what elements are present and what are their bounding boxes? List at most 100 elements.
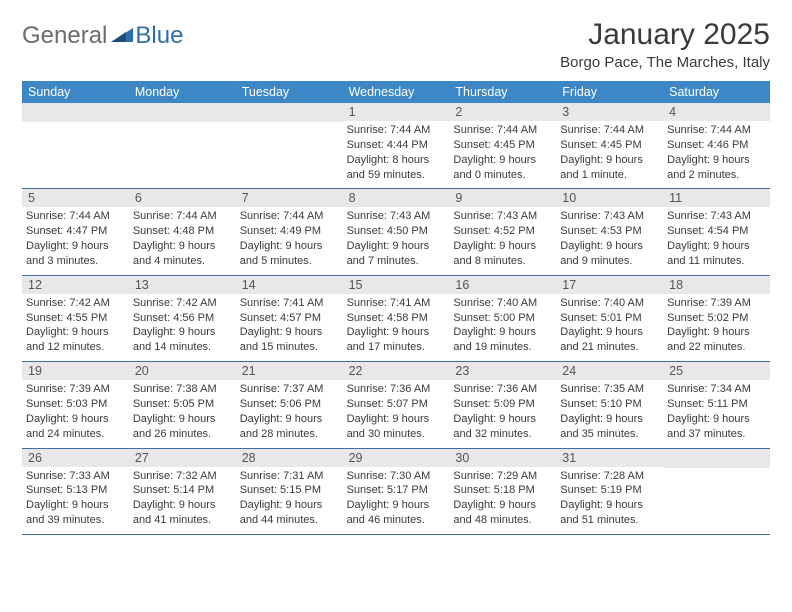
sunset-text: Sunset: 5:01 PM (560, 311, 659, 326)
day-body: Sunrise: 7:37 AMSunset: 5:06 PMDaylight:… (236, 380, 343, 447)
daylight-text: Daylight: 9 hours and 11 minutes. (667, 239, 766, 269)
daylight-text: Daylight: 9 hours and 22 minutes. (667, 325, 766, 355)
sunrise-text: Sunrise: 7:39 AM (667, 296, 766, 311)
daylight-text: Daylight: 9 hours and 41 minutes. (133, 498, 232, 528)
sunset-text: Sunset: 4:55 PM (26, 311, 125, 326)
day-number: 31 (556, 449, 663, 467)
sunset-text: Sunset: 5:13 PM (26, 483, 125, 498)
calendar-day: 3Sunrise: 7:44 AMSunset: 4:45 PMDaylight… (556, 103, 663, 188)
calendar-day: 28Sunrise: 7:31 AMSunset: 5:15 PMDayligh… (236, 449, 343, 534)
calendar-week: 1Sunrise: 7:44 AMSunset: 4:44 PMDaylight… (22, 103, 770, 189)
day-body (22, 122, 129, 182)
daylight-text: Daylight: 9 hours and 30 minutes. (347, 412, 446, 442)
daylight-text: Daylight: 9 hours and 37 minutes. (667, 412, 766, 442)
sunrise-text: Sunrise: 7:36 AM (453, 382, 552, 397)
sunrise-text: Sunrise: 7:44 AM (133, 209, 232, 224)
sunset-text: Sunset: 4:48 PM (133, 224, 232, 239)
daylight-text: Daylight: 9 hours and 8 minutes. (453, 239, 552, 269)
day-body: Sunrise: 7:40 AMSunset: 5:01 PMDaylight:… (556, 294, 663, 361)
day-number: 14 (236, 276, 343, 294)
weekday-header: Thursday (449, 81, 556, 103)
sunset-text: Sunset: 4:57 PM (240, 311, 339, 326)
title-block: January 2025 Borgo Pace, The Marches, It… (560, 18, 770, 71)
calendar-day: 20Sunrise: 7:38 AMSunset: 5:05 PMDayligh… (129, 362, 236, 447)
calendar-day: 27Sunrise: 7:32 AMSunset: 5:14 PMDayligh… (129, 449, 236, 534)
calendar-day: 10Sunrise: 7:43 AMSunset: 4:53 PMDayligh… (556, 189, 663, 274)
sunrise-text: Sunrise: 7:42 AM (133, 296, 232, 311)
sunrise-text: Sunrise: 7:40 AM (560, 296, 659, 311)
sunset-text: Sunset: 4:54 PM (667, 224, 766, 239)
calendar-day (663, 449, 770, 534)
calendar-day: 30Sunrise: 7:29 AMSunset: 5:18 PMDayligh… (449, 449, 556, 534)
daylight-text: Daylight: 8 hours and 59 minutes. (347, 153, 446, 183)
sunset-text: Sunset: 4:47 PM (26, 224, 125, 239)
sunset-text: Sunset: 5:14 PM (133, 483, 232, 498)
weekday-header: Wednesday (343, 81, 450, 103)
day-body: Sunrise: 7:44 AMSunset: 4:45 PMDaylight:… (449, 121, 556, 188)
daylight-text: Daylight: 9 hours and 9 minutes. (560, 239, 659, 269)
calendar-week: 12Sunrise: 7:42 AMSunset: 4:55 PMDayligh… (22, 276, 770, 362)
sunset-text: Sunset: 5:19 PM (560, 483, 659, 498)
calendar-day: 8Sunrise: 7:43 AMSunset: 4:50 PMDaylight… (343, 189, 450, 274)
weekday-header: Saturday (663, 81, 770, 103)
calendar-day: 21Sunrise: 7:37 AMSunset: 5:06 PMDayligh… (236, 362, 343, 447)
sunrise-text: Sunrise: 7:41 AM (347, 296, 446, 311)
sunset-text: Sunset: 5:06 PM (240, 397, 339, 412)
daylight-text: Daylight: 9 hours and 5 minutes. (240, 239, 339, 269)
day-body: Sunrise: 7:44 AMSunset: 4:48 PMDaylight:… (129, 207, 236, 274)
day-number: 9 (449, 189, 556, 207)
day-number: 6 (129, 189, 236, 207)
sunrise-text: Sunrise: 7:43 AM (347, 209, 446, 224)
day-number: 10 (556, 189, 663, 207)
header: General Blue January 2025 Borgo Pace, Th… (22, 18, 770, 71)
daylight-text: Daylight: 9 hours and 24 minutes. (26, 412, 125, 442)
calendar-day: 12Sunrise: 7:42 AMSunset: 4:55 PMDayligh… (22, 276, 129, 361)
day-number: 8 (343, 189, 450, 207)
day-body: Sunrise: 7:43 AMSunset: 4:53 PMDaylight:… (556, 207, 663, 274)
sunrise-text: Sunrise: 7:36 AM (347, 382, 446, 397)
day-body: Sunrise: 7:34 AMSunset: 5:11 PMDaylight:… (663, 380, 770, 447)
daylight-text: Daylight: 9 hours and 14 minutes. (133, 325, 232, 355)
sunrise-text: Sunrise: 7:42 AM (26, 296, 125, 311)
day-number: 13 (129, 276, 236, 294)
day-body: Sunrise: 7:41 AMSunset: 4:58 PMDaylight:… (343, 294, 450, 361)
sunrise-text: Sunrise: 7:35 AM (560, 382, 659, 397)
sunset-text: Sunset: 5:07 PM (347, 397, 446, 412)
day-body: Sunrise: 7:39 AMSunset: 5:03 PMDaylight:… (22, 380, 129, 447)
day-number: 22 (343, 362, 450, 380)
calendar-day: 23Sunrise: 7:36 AMSunset: 5:09 PMDayligh… (449, 362, 556, 447)
daylight-text: Daylight: 9 hours and 35 minutes. (560, 412, 659, 442)
calendar-day: 31Sunrise: 7:28 AMSunset: 5:19 PMDayligh… (556, 449, 663, 534)
day-body: Sunrise: 7:30 AMSunset: 5:17 PMDaylight:… (343, 467, 450, 534)
day-body (236, 122, 343, 182)
day-body: Sunrise: 7:43 AMSunset: 4:52 PMDaylight:… (449, 207, 556, 274)
daylight-text: Daylight: 9 hours and 12 minutes. (26, 325, 125, 355)
day-body: Sunrise: 7:43 AMSunset: 4:54 PMDaylight:… (663, 207, 770, 274)
weekday-header: Tuesday (236, 81, 343, 103)
day-body: Sunrise: 7:41 AMSunset: 4:57 PMDaylight:… (236, 294, 343, 361)
calendar-day: 4Sunrise: 7:44 AMSunset: 4:46 PMDaylight… (663, 103, 770, 188)
calendar-day: 22Sunrise: 7:36 AMSunset: 5:07 PMDayligh… (343, 362, 450, 447)
day-body (129, 122, 236, 182)
day-body: Sunrise: 7:36 AMSunset: 5:07 PMDaylight:… (343, 380, 450, 447)
sunset-text: Sunset: 4:49 PM (240, 224, 339, 239)
weekday-header-row: Sunday Monday Tuesday Wednesday Thursday… (22, 81, 770, 103)
calendar-day (236, 103, 343, 188)
day-number (22, 103, 129, 122)
sunrise-text: Sunrise: 7:30 AM (347, 469, 446, 484)
sunset-text: Sunset: 4:58 PM (347, 311, 446, 326)
day-body: Sunrise: 7:40 AMSunset: 5:00 PMDaylight:… (449, 294, 556, 361)
logo-triangle-icon (111, 25, 133, 48)
day-body: Sunrise: 7:44 AMSunset: 4:46 PMDaylight:… (663, 121, 770, 188)
day-body: Sunrise: 7:42 AMSunset: 4:55 PMDaylight:… (22, 294, 129, 361)
weeks-container: 1Sunrise: 7:44 AMSunset: 4:44 PMDaylight… (22, 103, 770, 535)
calendar: Sunday Monday Tuesday Wednesday Thursday… (22, 81, 770, 535)
logo-word1: General (22, 22, 107, 50)
day-number: 28 (236, 449, 343, 467)
daylight-text: Daylight: 9 hours and 7 minutes. (347, 239, 446, 269)
calendar-day: 25Sunrise: 7:34 AMSunset: 5:11 PMDayligh… (663, 362, 770, 447)
calendar-day: 11Sunrise: 7:43 AMSunset: 4:54 PMDayligh… (663, 189, 770, 274)
daylight-text: Daylight: 9 hours and 32 minutes. (453, 412, 552, 442)
day-body: Sunrise: 7:32 AMSunset: 5:14 PMDaylight:… (129, 467, 236, 534)
calendar-day: 24Sunrise: 7:35 AMSunset: 5:10 PMDayligh… (556, 362, 663, 447)
